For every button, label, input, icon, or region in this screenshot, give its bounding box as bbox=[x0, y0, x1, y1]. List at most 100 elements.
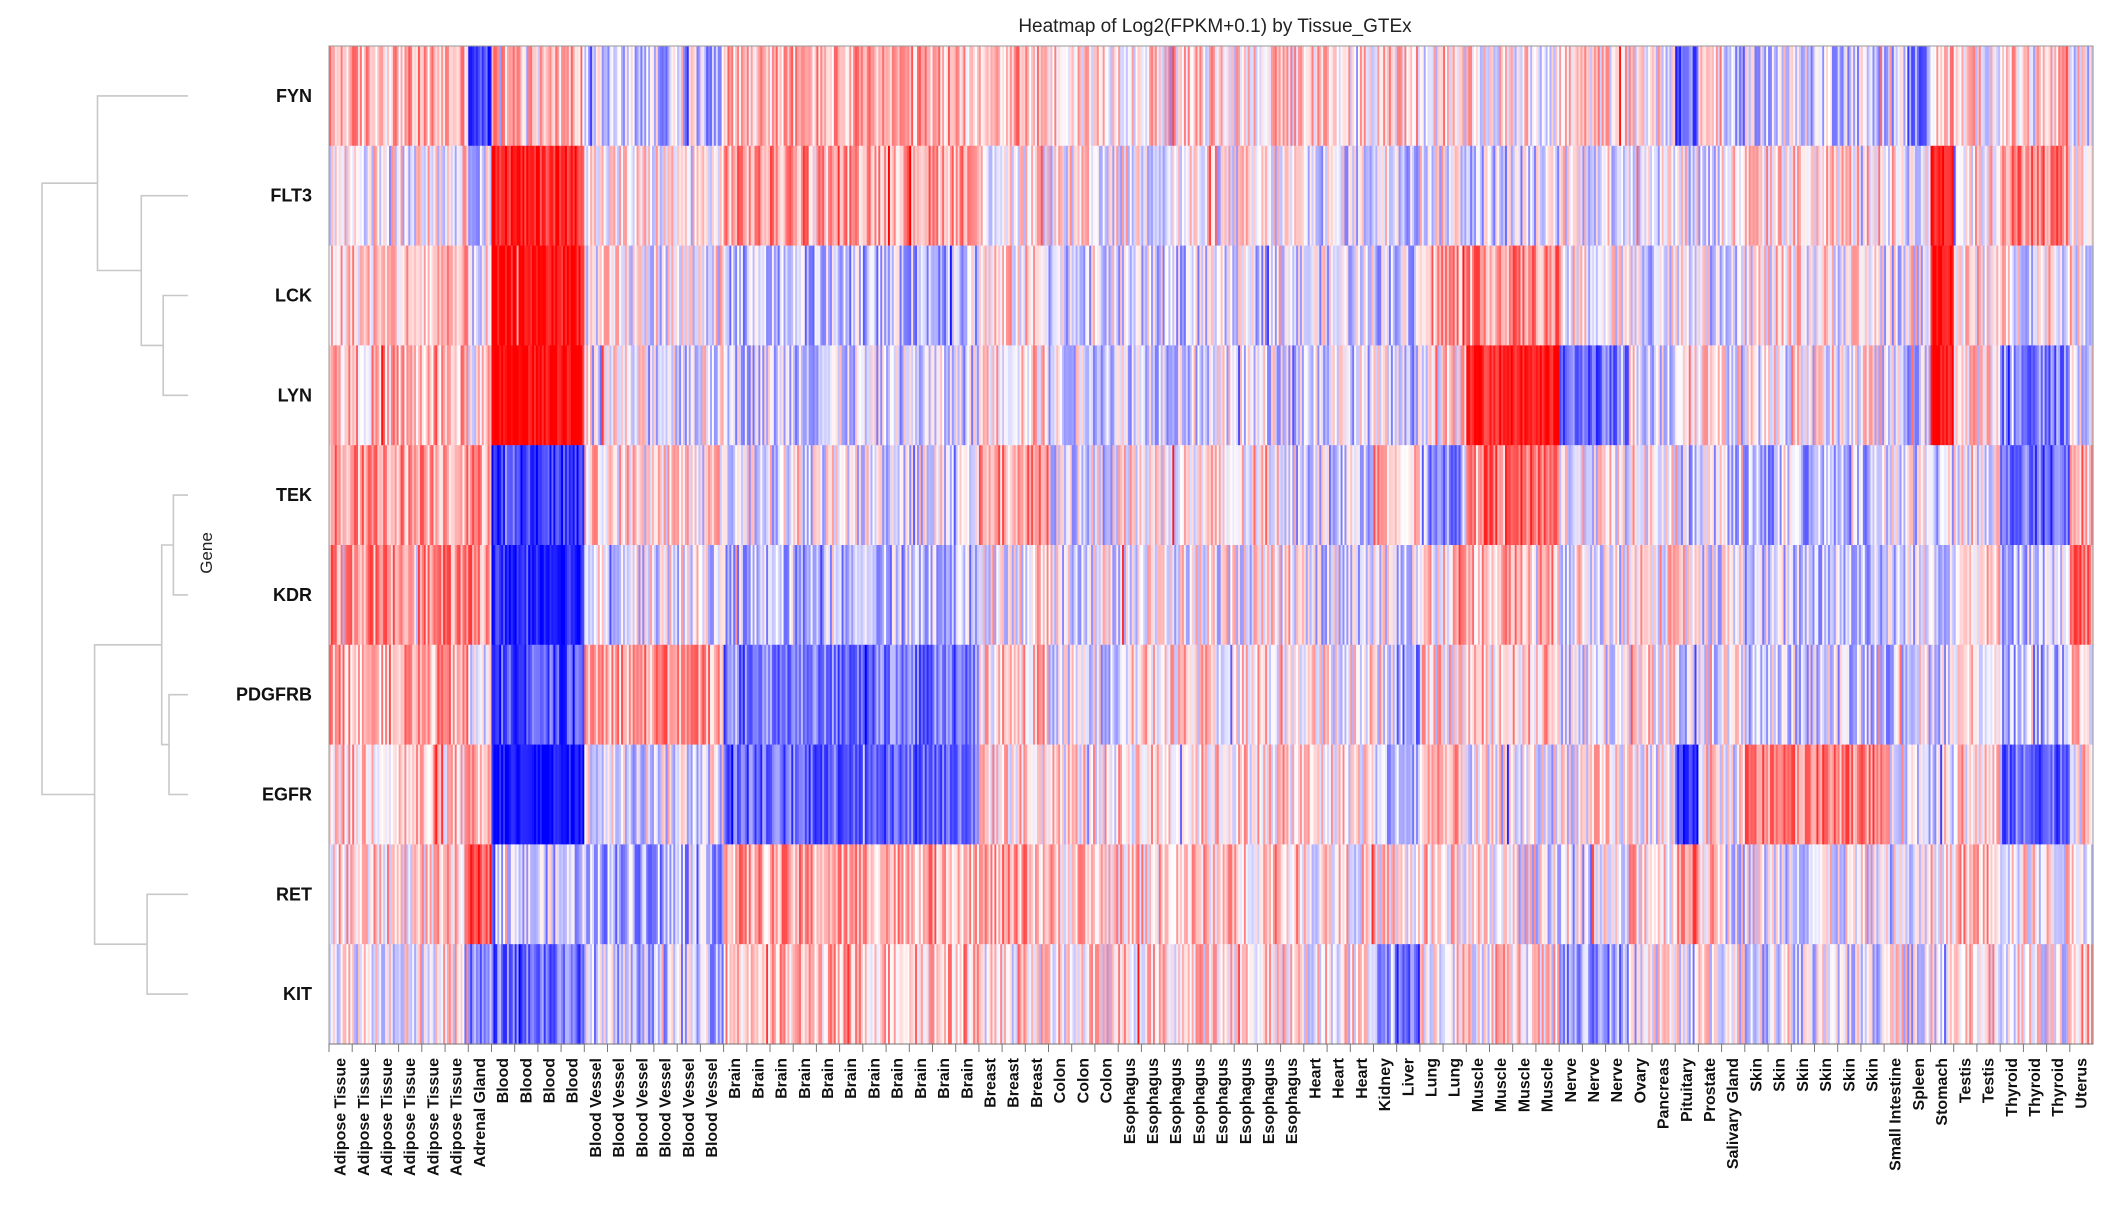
heatmap-cell bbox=[1992, 145, 1995, 247]
heatmap-cell bbox=[679, 445, 682, 546]
heatmap-cell bbox=[348, 46, 351, 147]
heatmap-cell bbox=[1466, 46, 1469, 147]
heatmap-cell bbox=[1797, 46, 1800, 147]
heatmap-cell bbox=[1201, 145, 1204, 247]
heatmap-cell bbox=[1027, 445, 1030, 546]
heatmap-cell bbox=[1688, 445, 1692, 546]
heatmap-cell bbox=[1448, 445, 1452, 546]
heatmap-cell bbox=[1696, 445, 1700, 546]
heatmap-cell bbox=[603, 145, 607, 247]
heatmap-cell bbox=[648, 145, 651, 247]
heatmap-cell bbox=[2054, 345, 2057, 446]
heatmap-cell bbox=[385, 145, 388, 247]
heatmap-cell bbox=[717, 145, 721, 247]
heatmap-cell bbox=[1679, 345, 1682, 446]
heatmap-cell bbox=[1214, 445, 1218, 546]
heatmap-cell bbox=[534, 46, 537, 147]
heatmap-cell bbox=[1996, 46, 1999, 147]
heatmap-cell bbox=[994, 145, 997, 247]
heatmap-cell bbox=[2067, 345, 2071, 446]
heatmap-cell bbox=[1839, 345, 1843, 446]
gene-label: TEK bbox=[276, 485, 312, 505]
heatmap-cell bbox=[1851, 245, 1854, 346]
heatmap-cell bbox=[1684, 245, 1688, 346]
heatmap-cell bbox=[416, 345, 419, 446]
heatmap-cell bbox=[907, 245, 910, 346]
heatmap-cell bbox=[1172, 46, 1175, 147]
heatmap-cell bbox=[1164, 145, 1168, 247]
heatmap-cell bbox=[1878, 145, 1881, 247]
heatmap-cell bbox=[682, 445, 686, 546]
heatmap-cell bbox=[1831, 445, 1835, 546]
heatmap-cell bbox=[1238, 145, 1241, 247]
heatmap-cell bbox=[1930, 46, 1934, 147]
heatmap-cell bbox=[988, 445, 992, 546]
heatmap-cell bbox=[1402, 46, 1406, 147]
heatmap-cell bbox=[528, 545, 531, 646]
heatmap-cell bbox=[580, 345, 583, 446]
heatmap-cell bbox=[702, 46, 705, 147]
heatmap-cell bbox=[1516, 445, 1520, 546]
heatmap-cell bbox=[845, 345, 848, 446]
heatmap-cell bbox=[464, 445, 467, 546]
heatmap-cell bbox=[1152, 445, 1156, 546]
heatmap-cell bbox=[1385, 245, 1388, 346]
heatmap-cell bbox=[1791, 145, 1794, 247]
heatmap-cell bbox=[588, 245, 591, 346]
heatmap-cell bbox=[1926, 245, 1930, 346]
heatmap-cell bbox=[994, 545, 997, 646]
heatmap-cell bbox=[816, 445, 819, 546]
heatmap-cell bbox=[1901, 46, 1905, 147]
heatmap-cell bbox=[437, 345, 440, 446]
heatmap-cell bbox=[975, 545, 978, 646]
heatmap-cell bbox=[1626, 245, 1630, 346]
heatmap-cell bbox=[1702, 145, 1705, 247]
heatmap-cell bbox=[2075, 245, 2079, 346]
heatmap-cell bbox=[984, 445, 988, 546]
heatmap-cell bbox=[2027, 345, 2030, 446]
heatmap-cell bbox=[1017, 46, 1021, 147]
heatmap-cell bbox=[1120, 545, 1123, 646]
heatmap-cell bbox=[783, 445, 787, 546]
heatmap-cell bbox=[402, 345, 406, 446]
heatmap-cell bbox=[698, 445, 701, 546]
heatmap-cell bbox=[1437, 445, 1440, 546]
heatmap-cell bbox=[1988, 46, 1992, 147]
heatmap-cell bbox=[1717, 445, 1721, 546]
heatmap-cell bbox=[1636, 345, 1640, 446]
heatmap-cell bbox=[1826, 345, 1829, 446]
heatmap-cell bbox=[800, 445, 804, 546]
heatmap-cell bbox=[1031, 46, 1034, 147]
heatmap-cell bbox=[510, 46, 514, 147]
heatmap-cell bbox=[1112, 545, 1115, 646]
heatmap-cell bbox=[971, 545, 974, 646]
heatmap-cell bbox=[1468, 46, 1471, 147]
heatmap-cell bbox=[675, 145, 678, 247]
heatmap-cell bbox=[915, 445, 918, 546]
heatmap-cell bbox=[826, 145, 829, 247]
heatmap-cell bbox=[1390, 345, 1394, 446]
heatmap-cell bbox=[1162, 445, 1166, 546]
heatmap-cell bbox=[907, 345, 910, 446]
heatmap-cell bbox=[1593, 445, 1597, 546]
heatmap-cell bbox=[609, 145, 612, 247]
heatmap-cell bbox=[1723, 145, 1727, 247]
heatmap-cell bbox=[992, 345, 995, 446]
heatmap-cell bbox=[1112, 46, 1115, 147]
heatmap-cell bbox=[1065, 145, 1069, 247]
heatmap-cell bbox=[669, 145, 672, 247]
heatmap-cell bbox=[1485, 245, 1489, 346]
heatmap-cell bbox=[1253, 245, 1257, 346]
heatmap-cell bbox=[1259, 245, 1262, 346]
heatmap-cell bbox=[570, 145, 574, 247]
heatmap-cell bbox=[1857, 46, 1860, 147]
heatmap-cell bbox=[1518, 345, 1522, 446]
heatmap-cell bbox=[406, 46, 409, 147]
heatmap-cell bbox=[1031, 445, 1034, 546]
heatmap-cell bbox=[1131, 46, 1135, 147]
heatmap-cell bbox=[1060, 345, 1063, 446]
heatmap-cell bbox=[891, 445, 895, 546]
heatmap-cell bbox=[1547, 46, 1551, 147]
heatmap-cell bbox=[1833, 445, 1837, 546]
heatmap-cell bbox=[1094, 545, 1098, 646]
